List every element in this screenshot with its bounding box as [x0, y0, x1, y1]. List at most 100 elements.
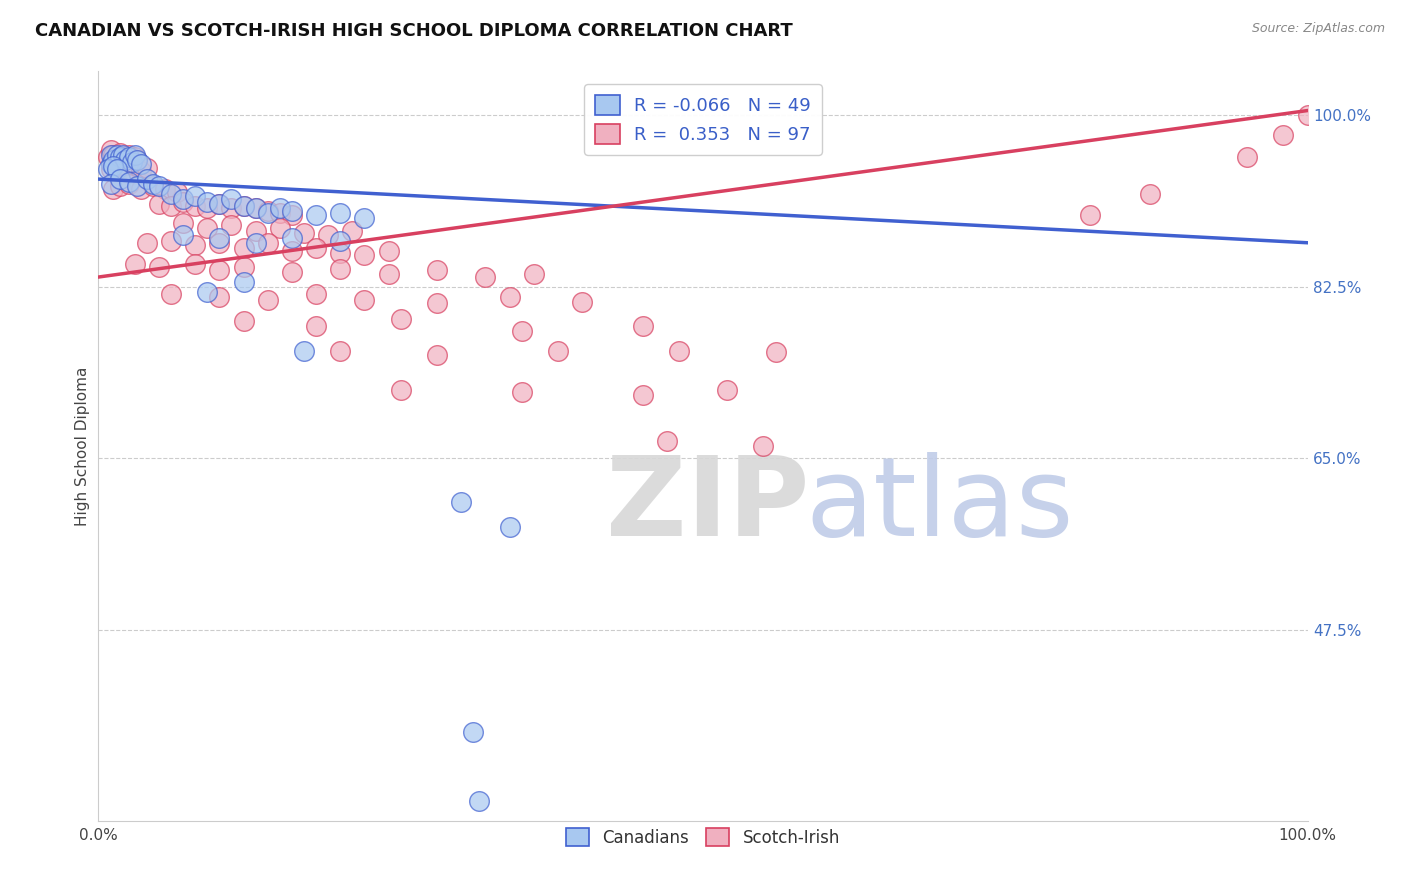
Point: [108, 172, 131, 186]
Point: [127, 153, 149, 167]
Point: [172, 192, 194, 206]
Point: [655, 434, 678, 448]
Point: [135, 235, 157, 250]
Legend: Canadians, Scotch-Irish: Canadians, Scotch-Irish: [560, 822, 846, 854]
Text: ZIP: ZIP: [606, 452, 810, 559]
Point: [105, 147, 128, 161]
Point: [256, 204, 278, 219]
Text: atlas: atlas: [806, 452, 1074, 559]
Point: [510, 324, 533, 338]
Point: [172, 216, 194, 230]
Point: [752, 440, 775, 454]
Point: [353, 211, 375, 226]
Point: [269, 206, 291, 220]
Point: [245, 202, 267, 216]
Point: [305, 318, 328, 333]
Point: [232, 275, 254, 289]
Point: [100, 147, 122, 161]
Point: [184, 198, 207, 212]
Point: [142, 177, 165, 191]
Point: [377, 244, 399, 258]
Point: [97, 162, 120, 177]
Point: [389, 383, 412, 397]
Point: [353, 293, 375, 307]
Point: [105, 153, 128, 167]
Point: [1139, 186, 1161, 201]
Point: [208, 196, 231, 211]
Point: [281, 231, 304, 245]
Point: [329, 206, 352, 220]
Point: [256, 206, 278, 220]
Point: [232, 314, 254, 328]
Point: [118, 177, 141, 191]
Point: [281, 208, 304, 222]
Point: [121, 155, 143, 169]
Point: [172, 194, 194, 209]
Point: [160, 198, 183, 212]
Point: [305, 241, 328, 255]
Point: [184, 188, 207, 202]
Point: [1078, 208, 1101, 222]
Point: [221, 202, 243, 216]
Point: [547, 343, 569, 358]
Point: [426, 263, 449, 277]
Point: [148, 178, 170, 193]
Point: [329, 343, 352, 358]
Point: [232, 260, 254, 275]
Point: [129, 182, 152, 196]
Point: [100, 177, 122, 191]
Point: [166, 185, 188, 199]
Point: [269, 221, 291, 235]
Point: [108, 178, 131, 193]
Point: [195, 202, 218, 216]
Point: [463, 725, 485, 739]
Point: [160, 186, 183, 201]
Point: [1272, 128, 1295, 142]
Point: [389, 312, 412, 326]
Point: [101, 153, 124, 167]
Point: [208, 290, 231, 304]
Point: [114, 153, 136, 167]
Text: Source: ZipAtlas.com: Source: ZipAtlas.com: [1251, 22, 1385, 36]
Point: [668, 343, 690, 358]
Point: [172, 227, 194, 242]
Point: [100, 143, 122, 157]
Point: [329, 245, 352, 260]
Point: [111, 147, 134, 161]
Point: [105, 162, 128, 177]
Point: [256, 293, 278, 307]
Point: [498, 290, 520, 304]
Point: [426, 348, 449, 362]
Point: [281, 204, 304, 219]
Point: [631, 318, 654, 333]
Point: [111, 150, 134, 164]
Point: [135, 161, 157, 176]
Text: CANADIAN VS SCOTCH-IRISH HIGH SCHOOL DIPLOMA CORRELATION CHART: CANADIAN VS SCOTCH-IRISH HIGH SCHOOL DIP…: [35, 22, 793, 40]
Point: [108, 150, 131, 164]
Point: [269, 202, 291, 216]
Point: [124, 167, 146, 181]
Point: [232, 198, 254, 212]
Point: [305, 208, 328, 222]
Point: [426, 296, 449, 310]
Point: [124, 257, 146, 271]
Point: [245, 202, 267, 216]
Point: [510, 384, 533, 399]
Point: [124, 147, 146, 161]
Point: [108, 145, 131, 160]
Point: [195, 194, 218, 209]
Point: [342, 224, 364, 238]
Point: [292, 226, 315, 240]
Point: [523, 267, 546, 281]
Point: [353, 247, 375, 261]
Point: [100, 162, 122, 177]
Point: [118, 147, 141, 161]
Point: [127, 153, 149, 168]
Point: [256, 235, 278, 250]
Point: [153, 182, 176, 196]
Point: [97, 150, 120, 164]
Point: [1296, 108, 1319, 122]
Point: [118, 162, 141, 177]
Point: [105, 165, 128, 179]
Point: [118, 150, 141, 164]
